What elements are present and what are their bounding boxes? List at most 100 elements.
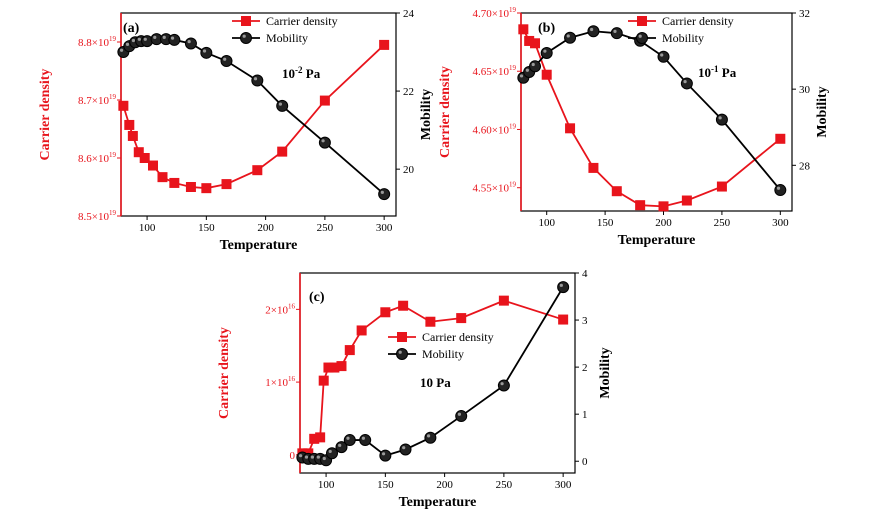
pressure-base: 10 bbox=[698, 65, 711, 80]
pressure-unit: Pa bbox=[719, 65, 737, 80]
data-point-square bbox=[319, 95, 330, 106]
data-point-highlight bbox=[361, 436, 365, 440]
data-point-highlight bbox=[426, 434, 431, 438]
left-tick-exponent: 16 bbox=[288, 375, 296, 383]
legend: Carrier density Mobility bbox=[388, 330, 494, 361]
left-tick-mantissa: 4.55×10 bbox=[473, 183, 510, 195]
pressure-exponent: -2 bbox=[295, 65, 303, 75]
pressure-unit: Pa bbox=[303, 66, 321, 81]
left-tick-label: 8.7×1019 bbox=[78, 93, 116, 107]
left-tick-mantissa: 8.6×10 bbox=[78, 153, 109, 165]
data-point-circle bbox=[379, 449, 392, 462]
data-point-square bbox=[139, 153, 150, 163]
x-axis-title: Temperature bbox=[399, 495, 477, 510]
data-point-square bbox=[318, 375, 329, 386]
left-tick-exponent: 19 bbox=[109, 93, 117, 101]
data-point-highlight bbox=[137, 37, 141, 41]
x-tick-label: 300 bbox=[555, 479, 572, 491]
data-point-circle bbox=[168, 33, 181, 46]
data-point-circle bbox=[497, 379, 510, 392]
data-point-highlight bbox=[223, 57, 227, 61]
right-tick-label: 28 bbox=[799, 160, 811, 172]
data-point-square bbox=[498, 295, 509, 306]
data-point-highlight bbox=[328, 449, 332, 454]
data-point-square bbox=[565, 123, 576, 134]
data-point-square bbox=[344, 345, 355, 356]
right-tick-label: 32 bbox=[799, 8, 810, 20]
data-point-circle bbox=[220, 55, 233, 68]
legend-marker-square bbox=[397, 332, 407, 342]
data-point-square bbox=[716, 181, 727, 192]
data-point-highlight bbox=[683, 80, 687, 84]
data-point-highlight bbox=[202, 49, 207, 53]
data-point-square bbox=[157, 172, 168, 183]
legend-marker-circle bbox=[636, 32, 648, 44]
data-point-square bbox=[380, 307, 391, 318]
right-tick-label: 24 bbox=[403, 8, 415, 20]
series-mobility bbox=[296, 281, 570, 467]
left-tick-label: 2×1016 bbox=[265, 302, 295, 316]
series-carrier-density bbox=[518, 24, 786, 212]
right-tick-label: 1 bbox=[582, 409, 588, 421]
legend-marker-highlight bbox=[242, 34, 246, 38]
data-point-highlight bbox=[338, 443, 342, 447]
legend-label: Mobility bbox=[266, 31, 308, 45]
data-point-square bbox=[329, 362, 340, 373]
right-tick-label: 3 bbox=[582, 315, 588, 327]
data-point-highlight bbox=[531, 62, 535, 67]
data-point-highlight bbox=[162, 35, 166, 39]
left-tick-label: 8.6×1019 bbox=[78, 151, 116, 165]
left-tick-label: 8.8×1019 bbox=[78, 35, 116, 49]
legend: Carrier density Mobility bbox=[232, 14, 338, 45]
data-point-circle bbox=[200, 46, 213, 59]
data-point-circle bbox=[276, 99, 289, 112]
data-point-highlight bbox=[131, 38, 136, 43]
pressure-exponent: -1 bbox=[711, 64, 719, 74]
left-tick-label: 4.70×1019 bbox=[473, 6, 517, 20]
data-point-square bbox=[558, 314, 569, 325]
data-point-square bbox=[201, 183, 212, 194]
data-point-square bbox=[133, 147, 144, 158]
panel-label: (a) bbox=[123, 21, 140, 36]
data-point-circle bbox=[529, 60, 542, 73]
data-point-square bbox=[524, 35, 535, 46]
left-axis-title: Carrier density bbox=[438, 66, 453, 158]
pressure-annotation: 10-2 Pa bbox=[282, 65, 321, 81]
data-point-highlight bbox=[402, 446, 406, 450]
left-tick-mantissa: 2×10 bbox=[265, 304, 288, 316]
data-point-circle bbox=[251, 74, 264, 87]
data-point-square bbox=[681, 195, 692, 206]
series-mobility bbox=[517, 25, 787, 197]
right-axis-title: Mobility bbox=[598, 347, 613, 398]
panel-label: (c) bbox=[309, 290, 325, 305]
panel-label: (b) bbox=[538, 21, 555, 36]
right-tick-label: 30 bbox=[799, 84, 811, 96]
legend-label: Carrier density bbox=[266, 14, 338, 28]
data-point-highlight bbox=[500, 382, 504, 386]
data-point-square bbox=[456, 313, 467, 324]
series-mobility bbox=[117, 33, 391, 201]
x-axis-title: Temperature bbox=[220, 238, 298, 253]
x-tick-label: 150 bbox=[198, 222, 215, 234]
data-point-circle bbox=[455, 410, 468, 423]
chart-panel-c: 100 150 200 250 30001×10162×101601234Tempera… bbox=[217, 268, 613, 510]
data-point-highlight bbox=[170, 36, 175, 40]
data-point-square bbox=[541, 69, 552, 80]
data-point-highlight bbox=[381, 452, 386, 456]
legend-label: Carrier density bbox=[662, 14, 734, 28]
data-point-circle bbox=[557, 281, 570, 294]
left-tick-mantissa: 4.70×10 bbox=[473, 8, 510, 20]
left-tick-label: 4.65×1019 bbox=[473, 64, 517, 78]
legend-marker-circle bbox=[240, 32, 252, 44]
data-point-circle bbox=[680, 77, 693, 90]
chart-panel-b: 100 150 200 250 3004.55×10194.60×10194.65×10… bbox=[438, 6, 830, 248]
left-tick-label: 8.5×1019 bbox=[78, 209, 116, 223]
right-tick-label: 20 bbox=[403, 164, 415, 176]
data-point-highlight bbox=[566, 34, 570, 38]
data-point-highlight bbox=[559, 283, 563, 287]
x-tick-label: 300 bbox=[376, 222, 393, 234]
legend-marker-square bbox=[637, 16, 647, 26]
data-point-circle bbox=[343, 434, 356, 447]
left-tick-mantissa: 8.5×10 bbox=[78, 211, 109, 223]
pressure-annotation: 10-1 Pa bbox=[698, 64, 737, 80]
